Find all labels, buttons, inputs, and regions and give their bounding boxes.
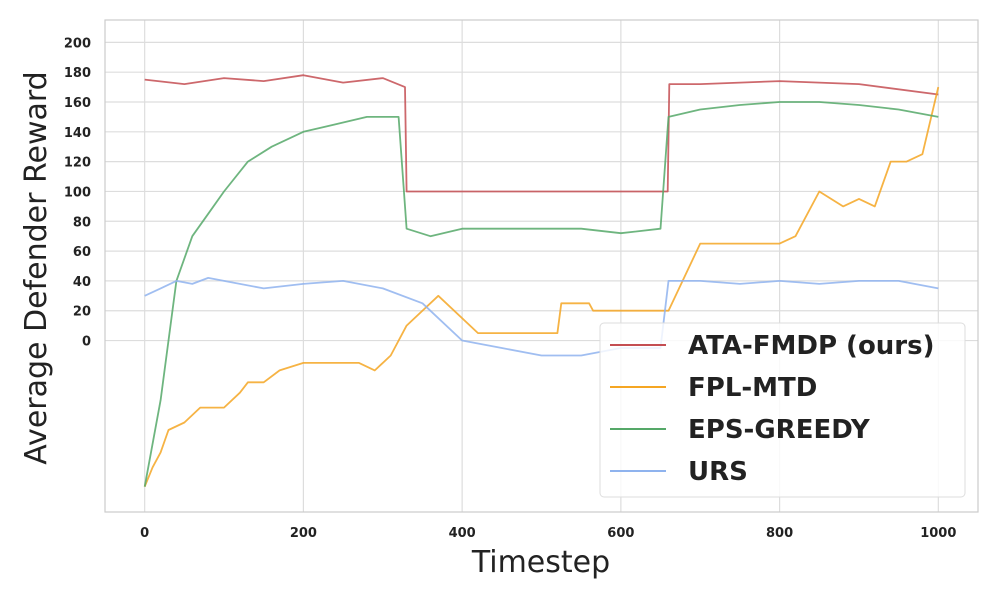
x-tick-label: 200: [290, 526, 317, 541]
y-tick-label: 120: [64, 156, 91, 171]
x-tick-label: 800: [766, 526, 793, 541]
y-tick-label: 200: [64, 36, 91, 51]
y-tick-label: 80: [73, 215, 91, 230]
x-tick-label: 0: [140, 526, 149, 541]
y-tick-label: 140: [64, 126, 91, 141]
x-tick-labels: 0 200 400 600 800 1000: [140, 526, 956, 541]
y-tick-label: 60: [73, 245, 91, 260]
y-tick-label: 0: [82, 335, 91, 350]
grid-lines: [105, 20, 978, 512]
x-axis-label: Timestep: [471, 545, 610, 580]
x-tick-label: 1000: [920, 526, 956, 541]
plot-frame: [104, 19, 979, 513]
series-line: [144, 74, 939, 193]
legend-box: [599, 322, 966, 498]
series-line: [144, 276, 939, 357]
y-tick-label: 100: [64, 185, 91, 200]
y-tick-label: 40: [73, 275, 91, 290]
y-axis-label: Average Defender Reward: [19, 71, 54, 464]
series-line: [143, 86, 940, 488]
y-tick-labels: 0 20 40 60 80 100 120 140 160 180 200: [64, 36, 91, 349]
series-line: [143, 101, 939, 487]
legend-entry: FPL-MTD: [688, 373, 817, 403]
series-layer: [143, 74, 940, 488]
x-tick-label: 400: [449, 526, 476, 541]
y-tick-label: 160: [64, 96, 91, 111]
x-tick-label: 600: [607, 526, 634, 541]
y-tick-label: 180: [64, 66, 91, 81]
legend-entry: URS: [688, 457, 748, 487]
legend-entry: ATA-FMDP (ours): [688, 331, 935, 361]
legend: ATA-FMDP (ours) FPL-MTD EPS-GREEDY URS: [599, 322, 966, 498]
legend-entry: EPS-GREEDY: [688, 415, 871, 445]
y-tick-label: 20: [73, 305, 91, 320]
